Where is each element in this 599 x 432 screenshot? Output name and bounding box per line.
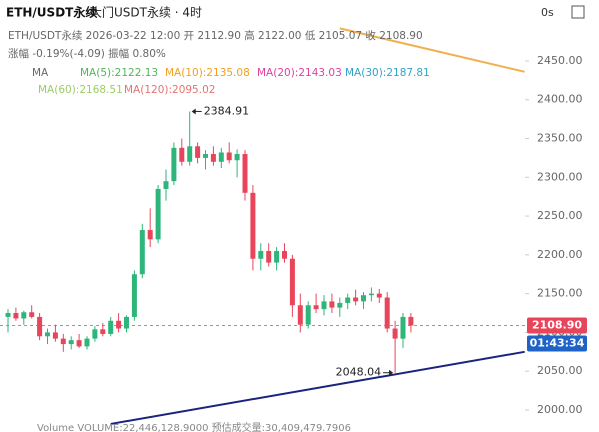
candle-body	[329, 301, 335, 308]
change-line: 涨幅 -0.19%(-4.09) 振幅 0.80%	[8, 47, 166, 60]
y-tick-label: 2000.00	[537, 403, 583, 416]
candle-body	[84, 338, 90, 347]
annotation-arrowhead	[191, 108, 196, 115]
candle-body	[258, 250, 264, 259]
trendline	[339, 27, 525, 73]
candle-body	[131, 274, 137, 317]
candle-body	[408, 316, 414, 326]
last-price-box	[527, 317, 587, 334]
y-tick-label: 2350.00	[537, 132, 583, 145]
candle-body	[313, 305, 319, 310]
candle-body	[226, 152, 232, 161]
candle-body	[68, 340, 74, 345]
candle-body	[282, 250, 287, 259]
candle-body	[266, 250, 272, 263]
candle-body	[289, 258, 295, 306]
candle-body	[37, 316, 43, 337]
symbol-subtitle[interactable]: 大门USDT永续 · 4时	[90, 5, 202, 20]
candle-body	[179, 147, 185, 162]
ma-title: MA	[32, 67, 49, 79]
ma-label: MA(20):2143.03	[257, 67, 342, 79]
ma-label: MA(120):2095.02	[124, 84, 215, 96]
y-tick-label: 2200.00	[537, 248, 583, 261]
candle-body	[108, 320, 114, 334]
candle-body	[124, 316, 129, 329]
window-icon[interactable]	[571, 5, 585, 19]
countdown-label: 01:43:34	[530, 337, 585, 350]
candle-body	[321, 301, 327, 310]
candle-body	[139, 230, 145, 275]
candle-body	[21, 312, 27, 319]
candle-body	[187, 146, 193, 162]
candle-body	[242, 154, 248, 193]
candle-body	[147, 230, 153, 240]
candle-body	[384, 297, 390, 329]
candle-body	[274, 250, 280, 263]
ma-label: MA(60):2168.51	[38, 84, 123, 96]
candle-body	[345, 297, 351, 303]
candle-body	[376, 293, 382, 298]
candle-body	[368, 293, 374, 296]
candle-body	[116, 320, 122, 329]
refresh[interactable]: 0s	[541, 6, 554, 19]
candle-body	[234, 154, 240, 161]
candle-body	[92, 329, 98, 339]
high-label: 2384.91	[204, 104, 250, 117]
candle-body	[297, 305, 303, 325]
low-label: 2048.04	[336, 366, 382, 379]
candle-body	[100, 329, 106, 334]
last-price-label: 2108.90	[532, 319, 582, 332]
y-tick-label: 2450.00	[537, 54, 583, 67]
y-tick-label: 2050.00	[537, 364, 583, 377]
candle-body	[400, 316, 406, 339]
y-tick-label: 2250.00	[537, 209, 583, 222]
candle-body	[13, 313, 19, 319]
annotation-arrowhead	[389, 369, 394, 376]
candle-body	[218, 152, 224, 162]
y-tick-label: 2300.00	[537, 170, 583, 183]
candle-body	[305, 305, 311, 325]
candle-body	[29, 312, 35, 317]
ma-label: MA(30):2187.81	[345, 67, 430, 79]
volume-line: Volume VOLUME:22,446,128.9000 预估成交量:30,4…	[37, 421, 351, 432]
candle-body	[337, 302, 343, 308]
candle-body	[210, 154, 216, 162]
countdown-box	[527, 335, 587, 352]
ma-label: MA(5):2122.13	[80, 67, 158, 79]
candle-body	[76, 340, 82, 347]
candle-body	[60, 338, 66, 345]
plot	[0, 27, 529, 425]
y-tick-label: 2400.00	[537, 93, 583, 106]
candle-body	[250, 192, 256, 259]
candle-body	[45, 332, 50, 337]
candle-body	[361, 295, 366, 302]
candle-body	[52, 332, 58, 339]
candle-body	[195, 146, 201, 158]
candle-body	[155, 188, 161, 240]
trendline	[110, 350, 525, 425]
candle-body	[163, 181, 169, 189]
candle-body	[353, 297, 359, 302]
candle-body	[171, 147, 177, 182]
y-tick-label: 2150.00	[537, 287, 583, 300]
candle-body	[392, 328, 398, 339]
symbol-title[interactable]: ETH/USDT永续	[6, 5, 97, 20]
info-line: ETH/USDT永续 2026-03-22 12:00 开 2112.90 高 …	[8, 29, 423, 42]
ma-label: MA(10):2135.08	[165, 67, 250, 79]
candle-body	[5, 313, 11, 317]
candle-body	[203, 154, 208, 158]
